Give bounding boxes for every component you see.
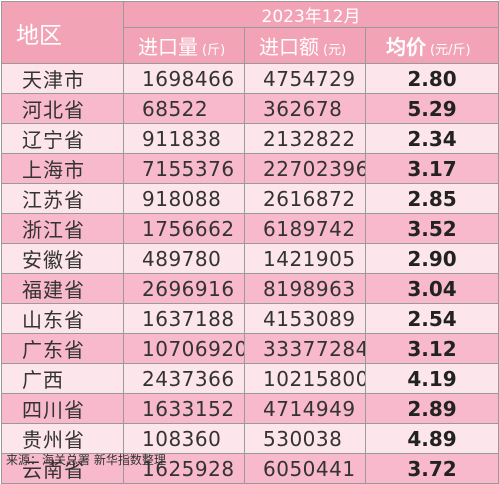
qty-cell: 108360 xyxy=(123,423,245,454)
amount-cell: 4153089 xyxy=(244,303,366,334)
table-row: 天津市 1698466 4754729 2.80 xyxy=(1,63,499,94)
amount-cell: 2132822 xyxy=(244,123,366,154)
price-cell: 2.34 xyxy=(364,123,499,154)
price-cell: 2.54 xyxy=(364,303,499,334)
table-row: 辽宁省 911838 2132822 2.34 xyxy=(1,123,499,154)
table-row: 福建省 2696916 8198963 3.04 xyxy=(1,273,499,304)
region-cell: 安徽省 xyxy=(1,243,124,274)
price-cell: 3.04 xyxy=(364,273,499,304)
region-cell: 广东省 xyxy=(1,333,124,364)
qty-header-unit: (斤) xyxy=(202,43,226,58)
price-cell: 3.52 xyxy=(364,213,499,244)
table-row: 广西 2437366 10215800 4.19 xyxy=(1,363,499,394)
amount-cell: 1421905 xyxy=(244,243,366,274)
price-cell: 4.89 xyxy=(364,423,499,454)
price-cell: 3.72 xyxy=(364,453,499,484)
region-cell: 广西 xyxy=(1,363,124,394)
qty-cell: 489780 xyxy=(123,243,245,274)
header-row-top: 地区 2023年12月 xyxy=(1,1,499,64)
price-cell: 2.89 xyxy=(364,393,499,424)
region-cell: 辽宁省 xyxy=(1,123,124,154)
table-row: 广东省 10706920 33377284 3.12 xyxy=(1,333,499,364)
table-body: 天津市 1698466 4754729 2.80 河北省 68522 362678 5.29 辽… xyxy=(1,63,499,484)
source-note: 来源：海关总署 新华指数整理 xyxy=(6,453,166,467)
amount-cell: 22702396 xyxy=(244,153,366,184)
table-row: 山东省 1637188 4153089 2.54 xyxy=(1,303,499,334)
qty-cell: 2696916 xyxy=(123,273,245,304)
qty-header-label: 进口量 xyxy=(138,35,198,59)
qty-cell: 10706920 xyxy=(123,333,245,364)
region-cell: 福建省 xyxy=(1,273,124,304)
qty-cell: 1698466 xyxy=(123,63,245,94)
amount-cell: 6189742 xyxy=(244,213,366,244)
qty-cell: 1633152 xyxy=(123,393,245,424)
price-cell: 3.12 xyxy=(364,333,499,364)
price-column-header: 均价 (元/斤) xyxy=(364,27,499,64)
amount-column-header: 进口额 (元) xyxy=(244,27,366,64)
region-cell: 江苏省 xyxy=(1,183,124,214)
price-cell: 4.19 xyxy=(364,363,499,394)
amount-cell: 6050441 xyxy=(244,453,366,484)
price-header-unit: (元/斤) xyxy=(430,43,471,58)
price-header-label: 均价 xyxy=(386,35,426,59)
qty-cell: 911838 xyxy=(123,123,245,154)
qty-cell: 7155376 xyxy=(123,153,245,184)
amount-cell: 530038 xyxy=(244,423,366,454)
amount-cell: 8198963 xyxy=(244,273,366,304)
region-column-header: 地区 xyxy=(1,1,124,64)
amount-cell: 4754729 xyxy=(244,63,366,94)
region-cell: 上海市 xyxy=(1,153,124,184)
price-cell: 3.17 xyxy=(364,153,499,184)
table-row: 安徽省 489780 1421905 2.90 xyxy=(1,243,499,274)
table-row: 浙江省 1756662 6189742 3.52 xyxy=(1,213,499,244)
qty-column-header: 进口量 (斤) xyxy=(123,27,245,64)
table-row: 江苏省 918088 2616872 2.85 xyxy=(1,183,499,214)
qty-cell: 918088 xyxy=(123,183,245,214)
price-cell: 2.80 xyxy=(364,63,499,94)
table-row: 河北省 68522 362678 5.29 xyxy=(1,93,499,124)
qty-cell: 1637188 xyxy=(123,303,245,334)
region-cell: 天津市 xyxy=(1,63,124,94)
region-cell: 贵州省 xyxy=(1,423,124,454)
region-cell: 浙江省 xyxy=(1,213,124,244)
price-cell: 5.29 xyxy=(364,93,499,124)
amount-cell: 2616872 xyxy=(244,183,366,214)
region-cell: 山东省 xyxy=(1,303,124,334)
qty-cell: 68522 xyxy=(123,93,245,124)
region-cell: 河北省 xyxy=(1,93,124,124)
header-row-sub: 进口量 (斤) 进口额 (元) 均价 (元/斤) xyxy=(2,27,499,64)
amount-header-label: 进口额 xyxy=(259,35,319,59)
amount-cell: 10215800 xyxy=(244,363,366,394)
amount-cell: 362678 xyxy=(244,93,366,124)
price-cell: 2.90 xyxy=(364,243,499,274)
price-cell: 2.85 xyxy=(364,183,499,214)
region-cell: 四川省 xyxy=(1,393,124,424)
table-row: 贵州省 108360 530038 4.89 xyxy=(1,423,499,454)
table-row: 四川省 1633152 4714949 2.89 xyxy=(1,393,499,424)
table-row: 上海市 7155376 22702396 3.17 xyxy=(1,153,499,184)
qty-cell: 2437366 xyxy=(123,363,245,394)
amount-header-unit: (元) xyxy=(323,43,347,58)
qty-cell: 1756662 xyxy=(123,213,245,244)
amount-cell: 33377284 xyxy=(244,333,366,364)
month-header: 2023年12月 xyxy=(122,1,499,28)
amount-cell: 4714949 xyxy=(244,393,366,424)
